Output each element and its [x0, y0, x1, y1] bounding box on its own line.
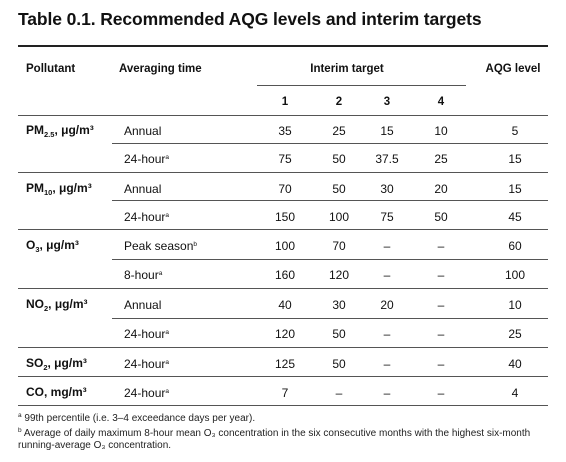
interim-target-cell: 75 — [380, 210, 394, 224]
interim-target-cell: 15 — [380, 124, 394, 138]
group-divider — [18, 172, 548, 173]
interim-target-cell: – — [383, 239, 391, 253]
interim-target-cell: – — [437, 239, 445, 253]
interim-target-cell: – — [383, 327, 391, 341]
interim-target-cell: – — [437, 268, 445, 282]
averaging-time-cell: 24-houra — [124, 327, 169, 341]
interim-target-cell: 20 — [380, 298, 394, 312]
aqg-level-cell: 25 — [508, 327, 522, 341]
interim-target-cell: 10 — [434, 124, 448, 138]
interim-target-cell: – — [437, 327, 445, 341]
pollutant-label: PM2.5, μg/m³ — [26, 123, 94, 139]
interim-target-cell: 120 — [328, 268, 350, 282]
interim-target-cell: 100 — [328, 210, 350, 224]
row-divider — [112, 259, 548, 260]
footnote: a 99th percentile (i.e. 3–4 exceedance d… — [18, 412, 256, 424]
aqg-level-cell: 15 — [508, 182, 522, 196]
interim-target-cell: 30 — [380, 182, 394, 196]
aqg-level-cell: 45 — [508, 210, 522, 224]
aqg-level-cell: 60 — [508, 239, 522, 253]
interim-target-cell: 50 — [434, 210, 448, 224]
row-divider — [112, 143, 548, 144]
footnote: b Average of daily maximum 8-hour mean O… — [18, 427, 531, 451]
interim-target-cell: 40 — [278, 298, 292, 312]
interim-target-cell: 70 — [278, 182, 292, 196]
group-divider — [18, 347, 548, 348]
header-it-1: 1 — [281, 96, 289, 108]
header-pollutant: Pollutant — [26, 63, 76, 75]
pollutant-label: O3, μg/m³ — [26, 238, 79, 254]
header-bottom-rule — [18, 115, 548, 116]
row-divider — [112, 200, 548, 201]
header-it-3: 3 — [383, 96, 391, 108]
pollutant-label: PM10, μg/m³ — [26, 181, 92, 197]
group-divider — [18, 376, 548, 377]
averaging-time-cell: 24-houra — [124, 210, 169, 224]
interim-target-cell: 120 — [274, 327, 296, 341]
interim-target-cell: 70 — [332, 239, 346, 253]
interim-target-cell: 125 — [274, 357, 296, 371]
interim-target-cell: 20 — [434, 182, 448, 196]
interim-target-cell: 50 — [332, 327, 346, 341]
averaging-time-cell: 24-houra — [124, 357, 169, 371]
interim-target-cell: 150 — [274, 210, 296, 224]
interim-target-cell: 75 — [278, 152, 292, 166]
interim-target-cell: 30 — [332, 298, 346, 312]
interim-target-cell: – — [383, 386, 391, 400]
table-title: Table 0.1. Recommended AQG levels and in… — [18, 9, 482, 29]
averaging-time-cell: Annual — [124, 182, 162, 196]
header-averaging-time: Averaging time — [119, 63, 202, 75]
interim-target-cell: 50 — [332, 182, 346, 196]
pollutant-label: NO2, μg/m³ — [26, 297, 88, 313]
interim-target-cell: 25 — [434, 152, 448, 166]
interim-target-cell: 50 — [332, 152, 346, 166]
interim-target-cell: – — [383, 268, 391, 282]
interim-target-cell: 50 — [332, 357, 346, 371]
header-it-4: 4 — [437, 96, 445, 108]
averaging-time-cell: Peak seasonb — [124, 239, 198, 253]
averaging-time-cell: Annual — [124, 124, 162, 138]
group-divider — [18, 288, 548, 289]
group-divider — [18, 229, 548, 230]
interim-target-cell: – — [383, 357, 391, 371]
interim-target-cell: – — [437, 357, 445, 371]
aqg-level-cell: 15 — [508, 152, 522, 166]
row-divider — [112, 318, 548, 319]
header-interim-target: Interim target — [310, 63, 384, 75]
aqg-level-cell: 100 — [504, 268, 526, 282]
interim-target-cell: – — [437, 298, 445, 312]
interim-target-cell: 25 — [332, 124, 346, 138]
averaging-time-cell: 24-houra — [124, 386, 169, 400]
header-interim-rule — [257, 85, 466, 86]
interim-target-cell: 37.5 — [375, 152, 399, 166]
averaging-time-cell: Annual — [124, 298, 162, 312]
aqg-level-cell: 40 — [508, 357, 522, 371]
aqg-level-cell: 10 — [508, 298, 522, 312]
header-it-2: 2 — [335, 96, 343, 108]
table-top-rule — [18, 45, 548, 47]
pollutant-label: SO2, μg/m³ — [26, 356, 87, 372]
pollutant-label: CO, mg/m³ — [26, 385, 87, 399]
interim-target-cell: 35 — [278, 124, 292, 138]
group-divider — [18, 405, 548, 406]
aqg-level-cell: 5 — [511, 124, 519, 138]
interim-target-cell: 7 — [281, 386, 289, 400]
interim-target-cell: 100 — [274, 239, 296, 253]
interim-target-cell: – — [335, 386, 343, 400]
interim-target-cell: – — [437, 386, 445, 400]
averaging-time-cell: 8-houra — [124, 268, 163, 282]
averaging-time-cell: 24-houra — [124, 152, 169, 166]
interim-target-cell: 160 — [274, 268, 296, 282]
aqg-level-cell: 4 — [511, 386, 519, 400]
header-aqg-level: AQG level — [485, 63, 541, 75]
